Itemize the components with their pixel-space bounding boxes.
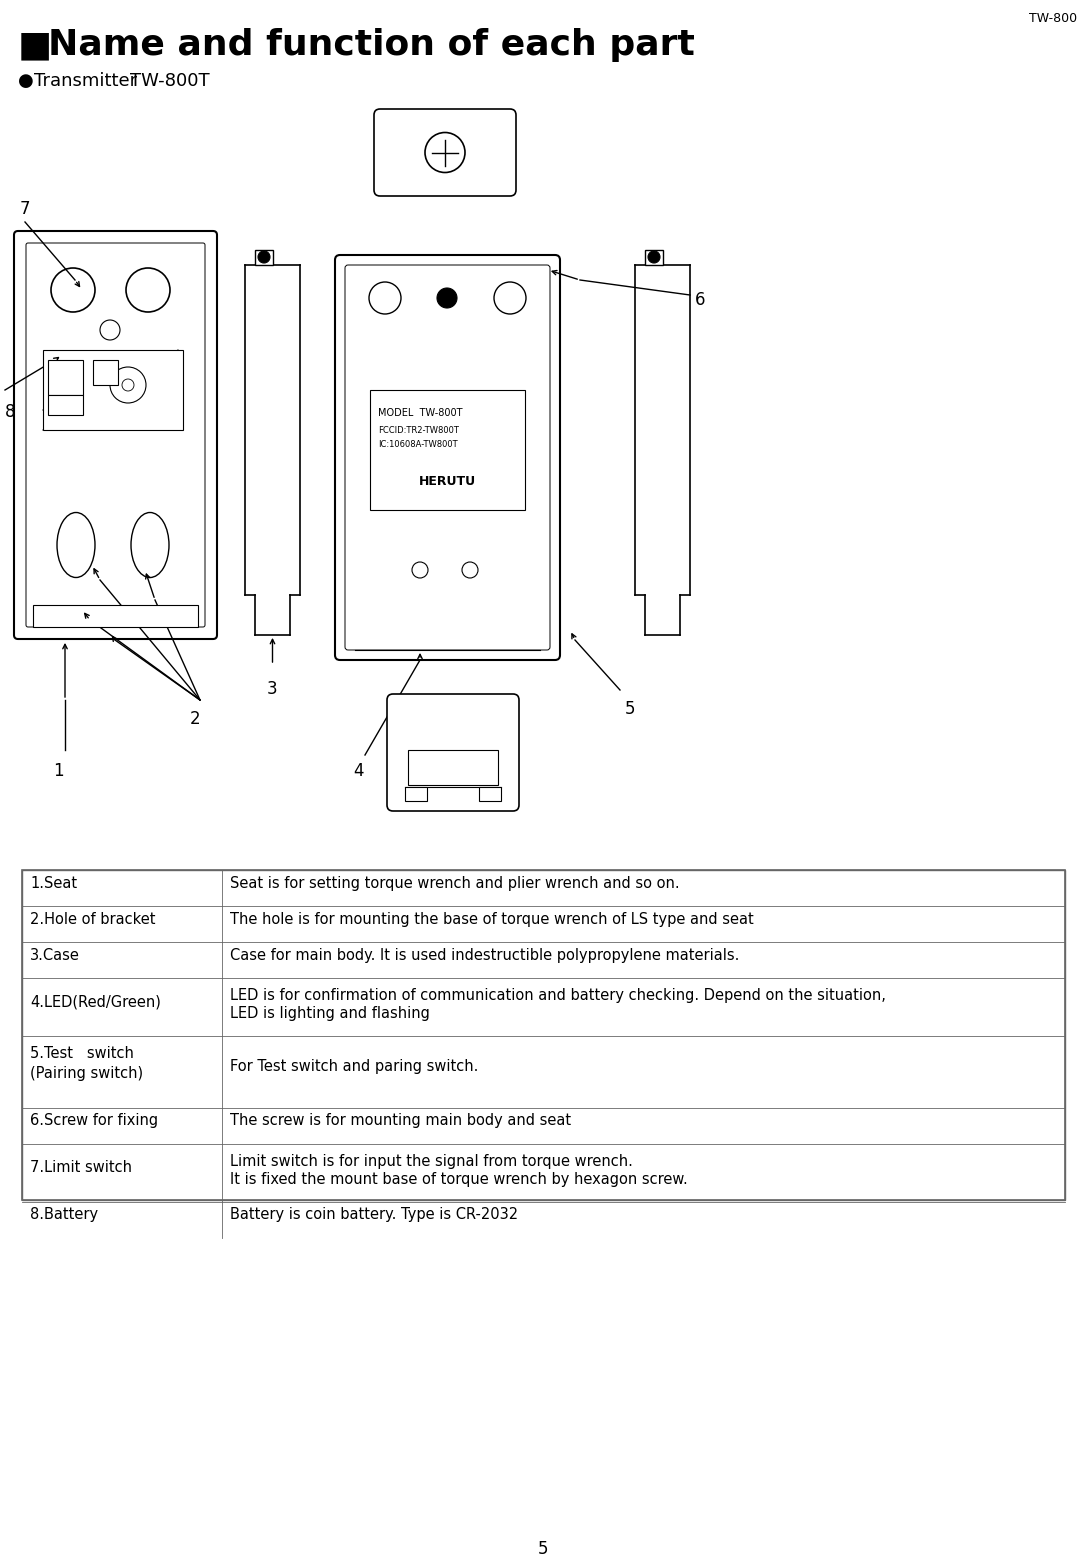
FancyBboxPatch shape <box>374 109 516 196</box>
Text: ■: ■ <box>18 28 52 62</box>
Circle shape <box>648 251 660 263</box>
Bar <box>93 360 118 385</box>
Text: 7: 7 <box>20 199 30 218</box>
Text: 5: 5 <box>625 701 635 718</box>
Bar <box>48 360 83 395</box>
Text: Battery is coin battery. Type is CR-2032: Battery is coin battery. Type is CR-2032 <box>230 1208 518 1222</box>
Text: MODEL  TW-800T: MODEL TW-800T <box>378 408 462 417</box>
FancyBboxPatch shape <box>335 255 560 660</box>
Text: LED is for confirmation of communication and battery checking. Depend on the sit: LED is for confirmation of communication… <box>230 989 886 1003</box>
Text: 7.Limit switch: 7.Limit switch <box>30 1160 132 1176</box>
Bar <box>370 389 525 511</box>
Bar <box>22 870 1065 1200</box>
FancyBboxPatch shape <box>387 694 518 811</box>
Text: 8: 8 <box>5 403 15 420</box>
Text: FCCID:TR2-TW800T: FCCID:TR2-TW800T <box>378 427 459 434</box>
Bar <box>22 870 1065 1200</box>
Text: (Pairing switch): (Pairing switch) <box>30 1067 143 1081</box>
Text: Case for main body. It is used indestructible polypropylene materials.: Case for main body. It is used indestruc… <box>230 948 739 962</box>
Text: The hole is for mounting the base of torque wrench of LS type and seat: The hole is for mounting the base of tor… <box>230 911 753 926</box>
Text: ●: ● <box>18 72 34 90</box>
Text: 3.Case: 3.Case <box>30 948 79 962</box>
Bar <box>405 786 427 800</box>
Text: Name and function of each part: Name and function of each part <box>48 28 695 62</box>
Bar <box>48 395 83 416</box>
Text: 6: 6 <box>695 291 705 308</box>
Ellipse shape <box>57 512 95 578</box>
Text: TW-800T: TW-800T <box>130 72 210 90</box>
Text: 2: 2 <box>190 710 200 729</box>
Circle shape <box>258 251 270 263</box>
Text: IC:10608A-TW800T: IC:10608A-TW800T <box>378 441 458 448</box>
Circle shape <box>437 288 457 308</box>
Text: 1: 1 <box>52 761 63 780</box>
Bar <box>33 606 198 627</box>
Text: It is fixed the mount base of torque wrench by hexagon screw.: It is fixed the mount base of torque wre… <box>230 1172 688 1186</box>
FancyBboxPatch shape <box>26 243 205 627</box>
Text: The screw is for mounting main body and seat: The screw is for mounting main body and … <box>230 1113 571 1129</box>
Ellipse shape <box>132 512 168 578</box>
FancyBboxPatch shape <box>345 265 550 649</box>
Text: 3: 3 <box>267 680 278 698</box>
Text: 5: 5 <box>538 1540 548 1557</box>
Text: Transmitter: Transmitter <box>34 72 137 90</box>
Text: TW-800: TW-800 <box>1029 12 1077 25</box>
Text: Limit switch is for input the signal from torque wrench.: Limit switch is for input the signal fro… <box>230 1154 633 1169</box>
Text: LED is lighting and flashing: LED is lighting and flashing <box>230 1006 429 1021</box>
Text: 2.Hole of bracket: 2.Hole of bracket <box>30 911 155 926</box>
Text: 6.Screw for fixing: 6.Screw for fixing <box>30 1113 158 1129</box>
Bar <box>408 750 498 785</box>
Bar <box>479 786 501 800</box>
Bar <box>645 251 663 265</box>
Text: HERUTU: HERUTU <box>418 475 476 487</box>
Text: Seat is for setting torque wrench and plier wrench and so on.: Seat is for setting torque wrench and pl… <box>230 875 679 891</box>
Text: 1.Seat: 1.Seat <box>30 875 77 891</box>
FancyBboxPatch shape <box>14 230 217 638</box>
Text: 4: 4 <box>353 761 363 780</box>
Text: For Test switch and paring switch.: For Test switch and paring switch. <box>230 1059 478 1074</box>
Bar <box>43 350 183 430</box>
Text: 5.Test   switch: 5.Test switch <box>30 1046 134 1060</box>
Bar <box>255 251 273 265</box>
Text: 8.Battery: 8.Battery <box>30 1208 98 1222</box>
Text: 4.LED(Red/Green): 4.LED(Red/Green) <box>30 995 161 1009</box>
